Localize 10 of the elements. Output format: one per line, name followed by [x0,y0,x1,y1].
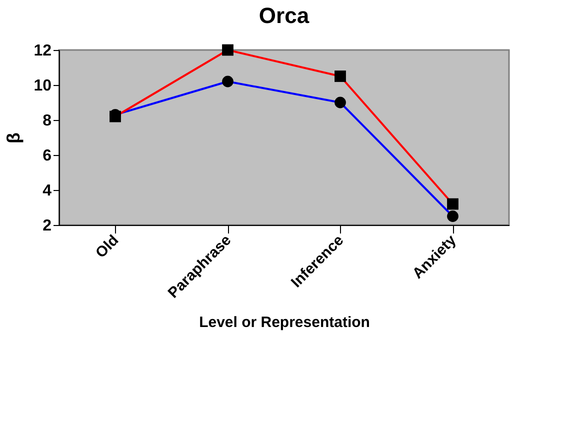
y-tick-label: 10 [34,78,52,94]
y-tick-label: 2 [42,218,52,234]
y-tick-label: 4 [42,182,52,200]
x-tick-label: Old [92,232,122,262]
x-axis-title: Level or Representation [199,314,370,331]
y-tick-label: 8 [42,112,52,130]
y-axis-title: β [4,132,24,144]
y-tick-label: 12 [34,42,52,60]
chart-title: Orca [258,3,310,28]
y-tick-label: 6 [42,148,52,164]
